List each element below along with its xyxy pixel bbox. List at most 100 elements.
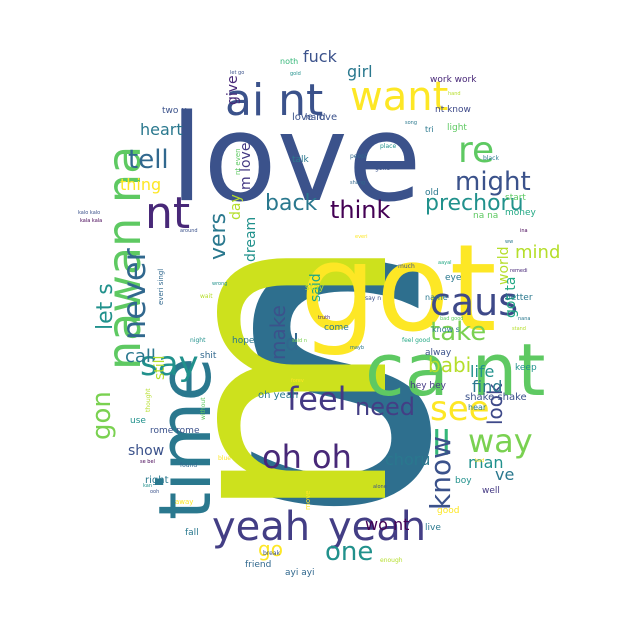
word-day: day [228,194,244,220]
word-kalo-kalo: kalo kalo [78,210,100,216]
word-know-s: know s [432,325,460,334]
word-se-bel: se bel [140,459,155,465]
word-shake-shake: shake shake [465,392,527,403]
word-peopl: peopl [350,153,367,160]
word-might: might [455,167,531,197]
word-nana: nana [518,316,530,322]
word-night: night [190,337,206,344]
word-said-n: said n [292,338,307,344]
word-found: found [180,462,197,469]
word-ina: ina [520,228,528,234]
word-babi: babi [428,353,471,377]
word-talk: talk [292,155,310,165]
word-start: start [505,193,526,203]
word-say: say [140,344,199,384]
word-shang: shang [350,180,365,186]
word-ayi-ayi: ayi ayi [285,568,315,578]
word-mayb: mayb [350,345,364,351]
word-money: money [505,208,537,218]
word-nt: nt [145,188,190,239]
word-without: without [200,397,207,420]
word-well: well [482,486,500,496]
word-make: make [266,305,290,360]
word-m-love: m love [238,143,254,190]
word-thought: thought [145,388,152,412]
word-one: one [325,537,373,567]
word-good: good [437,506,459,516]
word-gon: gon [87,391,117,440]
word-old: old [425,188,439,198]
word-wo-nt: wo nt [365,515,409,534]
word-blue: blue [218,455,231,462]
word-ca-nt: ca nt [365,328,545,412]
word-vers: vers [206,213,231,260]
word-hope: hope [232,336,255,346]
word-man: man [468,453,504,472]
word-come: come [324,323,349,333]
word-way: way [468,422,533,460]
word-nt-know: nt know [435,105,471,115]
word-noth: noth [280,57,298,66]
word-song: song [405,120,417,126]
word-stay: stay [305,283,325,293]
word-feel-good: feel good [402,337,430,344]
word-give: give [225,75,241,105]
word-right: right [145,475,169,486]
word-wrong: wrong [212,281,227,287]
word-eye: eye [445,273,462,283]
word-light: light [447,123,467,133]
word-na-na: na na [473,211,498,221]
word-keep: keep [515,363,537,373]
word-boy: boy [455,476,472,486]
word-tri: tri [425,125,434,134]
word-rome-rome: rome rome [150,426,200,436]
word-hand: hand [448,91,461,97]
word-world: world [496,246,512,285]
word-better: better [505,293,533,303]
word-think: think [330,196,391,224]
word-look: look [483,383,507,425]
word-life: life [470,362,494,381]
word-remedi: remedi [510,268,528,274]
word-love: love [170,90,422,229]
word-back: back [265,191,318,216]
word-stand: stand [512,326,526,332]
word-s: s [228,102,452,602]
word-much: much [398,263,415,270]
word-enough: enough [380,557,403,564]
word-yeah: yeah [212,504,310,550]
word-everi: everi [355,234,368,240]
word-see: see [430,389,490,429]
word-kan: kan [143,483,152,489]
word-want: want [350,74,448,120]
word-still: still [152,356,168,380]
word-ooh: ooh [150,489,159,495]
word-live: live [425,523,441,533]
word-hey-hey: hey hey [410,381,447,391]
word-yeah: yeah [328,504,426,550]
word-work-work: work work [430,75,477,85]
word-name: name [425,293,448,302]
word-said: said [308,273,324,302]
word-bad-good: bad good [440,316,463,322]
word-let-go: let go [230,70,244,76]
word-alone: alone [373,484,387,490]
word-d: d [285,331,299,356]
word-oh-oh: oh oh [262,438,352,476]
word-love-love: love love [292,112,337,123]
word-heart: heart [140,120,183,139]
word-truth: truth [318,315,330,321]
word-alway: alway [425,348,452,358]
word-friend: friend [245,560,271,570]
word-let-s: let s [93,283,118,330]
word-aayal: aayal [438,260,452,266]
word-mind: mind [515,242,560,263]
word-feel: feel [287,380,347,418]
word-m: m [107,233,456,525]
word-ll: ll [432,424,451,464]
word-hear: hear [468,403,487,412]
word-got-ta: got ta [503,277,519,318]
word-ai-nt: ai nt [225,75,323,126]
word-fuck: fuck [303,47,338,66]
word-place: place [380,143,396,150]
